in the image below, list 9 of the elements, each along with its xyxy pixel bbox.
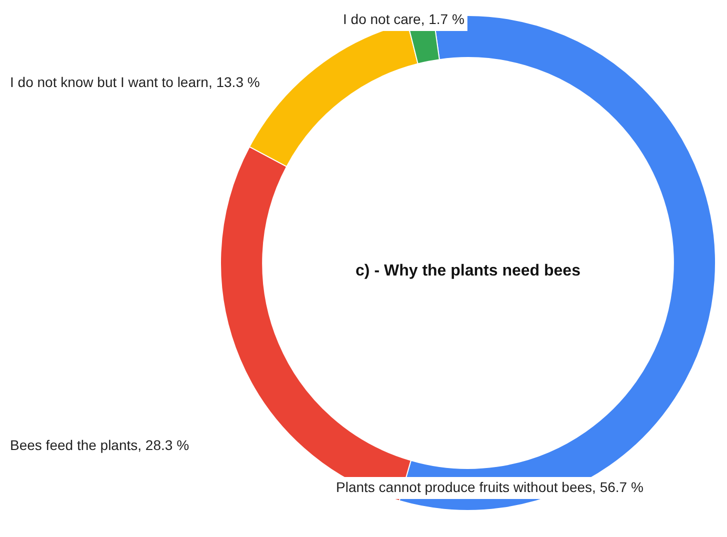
data-label: , 28.3 % [138,436,190,453]
data-label: , 56.7 % [592,478,644,495]
data-label: , 1.7 % [420,10,464,27]
slice-label: I do not care [343,10,422,27]
text: c) - Why the plants need bees [356,262,581,280]
data-label: , 13.3 % [208,74,260,90]
slice-label: I do not know but I want to learn [10,74,208,90]
slice-label: Bees feed the plants [10,436,138,453]
slice-label: Plants cannot produce fruits without bees [336,478,592,495]
